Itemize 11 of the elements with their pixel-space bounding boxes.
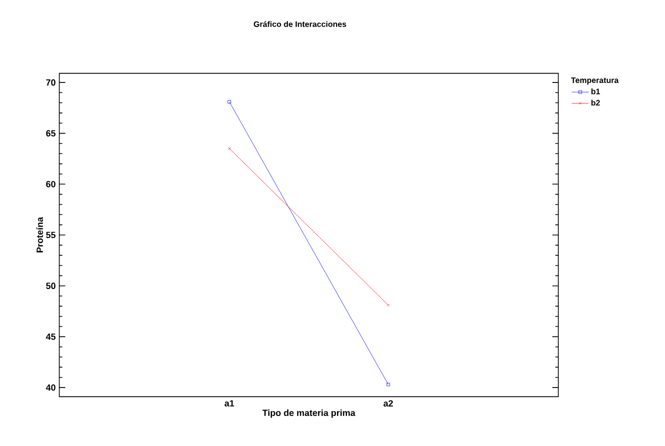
y-tick-label: 40 <box>46 384 56 391</box>
y-axis-title: Proteína <box>36 217 43 252</box>
y-tick-label: 65 <box>46 130 56 136</box>
x-tick-label: a1 <box>224 400 234 406</box>
x-axis-title: Tipo de materia prima <box>262 409 356 418</box>
y-tick-label: 60 <box>46 180 56 188</box>
y-tick-label: 50 <box>46 282 56 290</box>
y-tick-label: 45 <box>46 334 56 340</box>
x-tick-label: a2 <box>384 400 393 407</box>
y-tick-label: 55 <box>46 232 56 238</box>
y-tick-label: 70 <box>46 79 56 86</box>
